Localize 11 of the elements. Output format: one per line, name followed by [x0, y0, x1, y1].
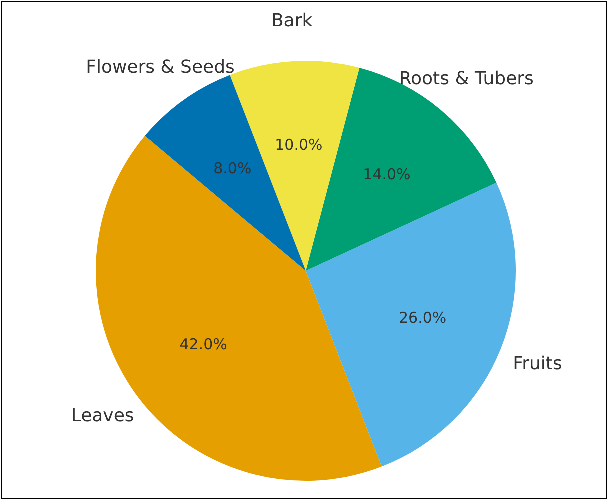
data-label: 42.0% [180, 335, 228, 354]
slice-label: Flowers & Seeds [86, 56, 235, 78]
slice-label: Leaves [71, 405, 134, 426]
data-label: 10.0% [275, 136, 323, 154]
pie-slice [306, 182, 516, 467]
data-label: 26.0% [398, 309, 447, 328]
data-label: 8.0% [214, 160, 252, 178]
slice-label: Bark [271, 10, 314, 32]
slice-label: Fruits [513, 354, 562, 375]
slice-label: Roots & Tubers [399, 68, 534, 90]
data-label: 14.0% [363, 165, 411, 184]
